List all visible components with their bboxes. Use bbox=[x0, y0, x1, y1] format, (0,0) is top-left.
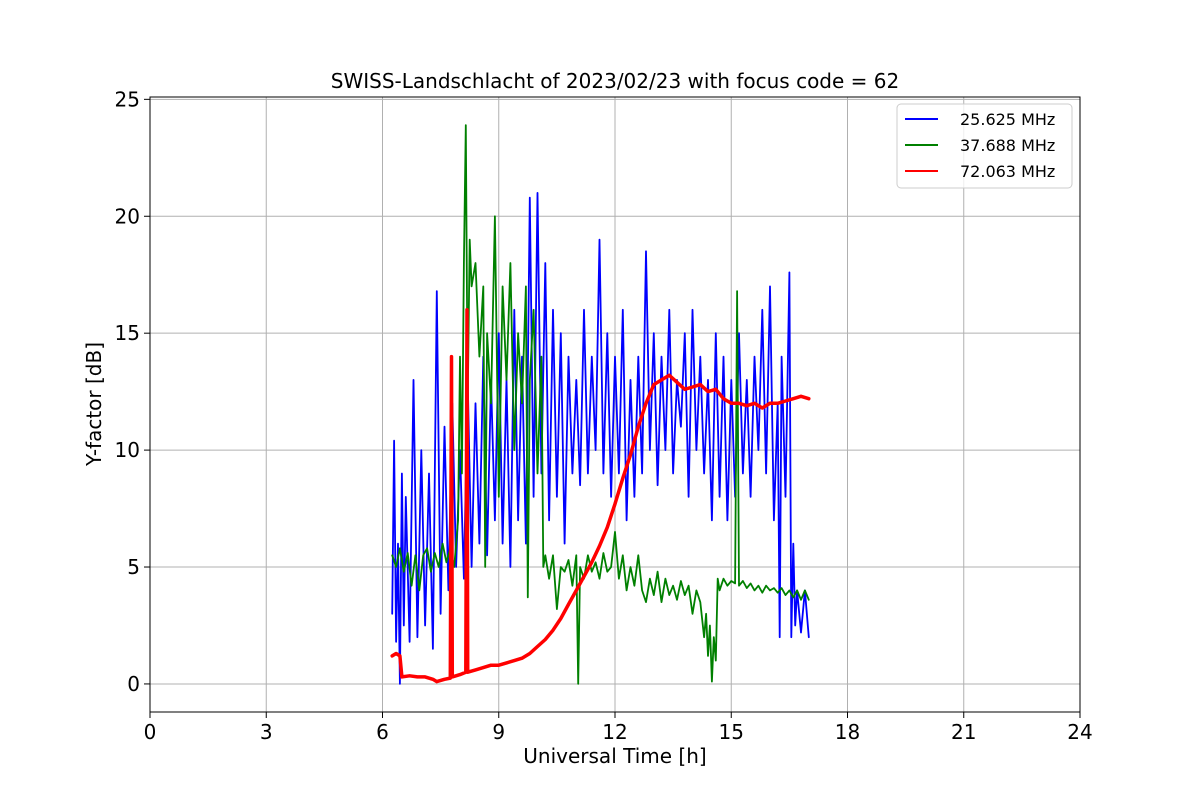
series-line-3 bbox=[390, 308, 811, 684]
legend-entries: 25.625 MHz 37.688 MHz 72.063 MHz bbox=[905, 110, 1055, 181]
y-axis: 0 5 10 15 20 25 bbox=[115, 87, 150, 696]
y-axis-label: Y-factor [dB] bbox=[82, 342, 106, 467]
legend: 25.625 MHz 37.688 MHz 72.063 MHz bbox=[896, 103, 1073, 189]
legend-label-2: 37.688 MHz bbox=[960, 136, 1055, 155]
legend-label-3: 72.063 MHz bbox=[960, 162, 1055, 181]
x-axis-label: Universal Time [h] bbox=[523, 744, 706, 768]
x-tick-label: 21 bbox=[951, 720, 976, 744]
x-axis: 0 3 6 9 12 15 18 21 24 bbox=[144, 712, 1093, 744]
legend-label-1: 25.625 MHz bbox=[960, 110, 1055, 129]
series-line-2 bbox=[391, 124, 810, 685]
y-tick-label: 15 bbox=[115, 321, 140, 345]
legend-box bbox=[896, 103, 1073, 189]
chart-title: SWISS-Landschlacht of 2023/02/23 with fo… bbox=[331, 69, 899, 93]
x-tick-label: 12 bbox=[602, 720, 627, 744]
y-tick-label: 10 bbox=[115, 438, 140, 462]
x-tick-label: 15 bbox=[719, 720, 744, 744]
plot-area: 0 3 6 9 12 15 18 21 24 0 5 10 15 20 25 bbox=[115, 87, 1093, 744]
y-tick-label: 0 bbox=[127, 672, 140, 696]
x-tick-label: 3 bbox=[260, 720, 273, 744]
y-tick-label: 5 bbox=[127, 555, 140, 579]
x-tick-label: 18 bbox=[835, 720, 860, 744]
y-tick-label: 20 bbox=[115, 204, 140, 228]
y-tick-label: 25 bbox=[115, 87, 140, 111]
x-tick-label: 24 bbox=[1067, 720, 1092, 744]
series-layer bbox=[390, 124, 811, 685]
x-tick-label: 9 bbox=[492, 720, 505, 744]
x-tick-label: 0 bbox=[144, 720, 157, 744]
x-tick-label: 6 bbox=[376, 720, 389, 744]
